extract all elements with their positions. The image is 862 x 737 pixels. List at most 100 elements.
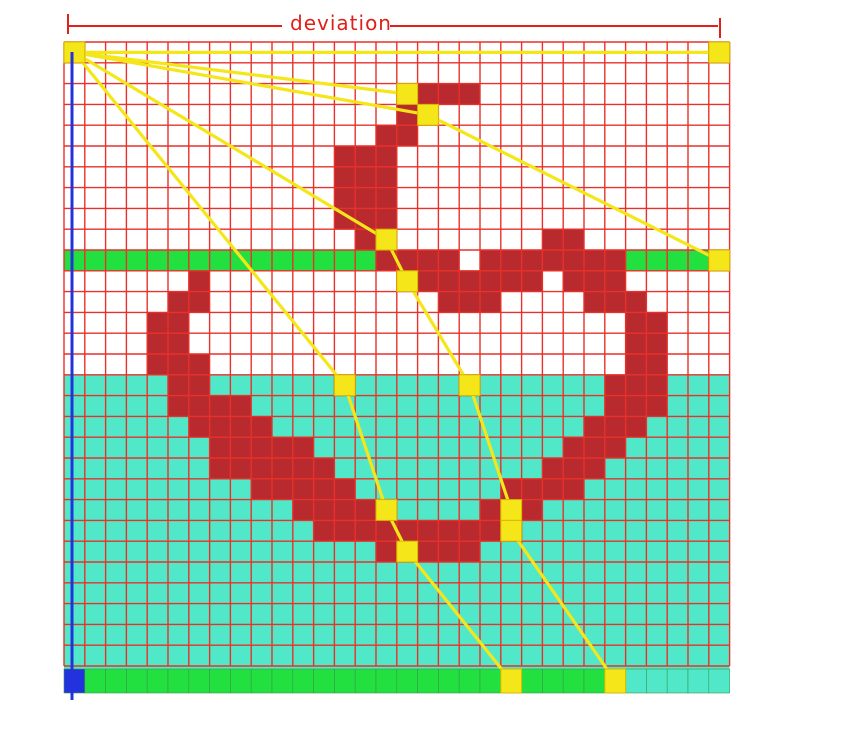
shape-cell [188, 395, 210, 417]
shape-cell [438, 83, 460, 105]
green-band-cell [688, 250, 709, 271]
shape-cell [188, 270, 210, 292]
shape-cell [147, 333, 168, 354]
shape-cell [230, 437, 252, 458]
shape-cell [480, 270, 501, 292]
shape-layer [147, 83, 668, 562]
shape-cell [168, 395, 189, 417]
shape-cell [376, 125, 397, 146]
shape-cell [604, 416, 626, 438]
shape-cell [313, 478, 335, 500]
green-band-cell [84, 250, 106, 271]
shape-cell [480, 520, 501, 542]
shape-cell [292, 478, 314, 500]
shape-cell [313, 520, 335, 542]
path-node [500, 499, 523, 521]
shape-cell [355, 499, 376, 521]
shape-cell [376, 166, 397, 188]
path-edge [468, 383, 513, 512]
shape-cell [480, 291, 501, 313]
shape-cell [376, 146, 397, 167]
shape-cell [646, 374, 668, 396]
bottom-bar-cell [646, 668, 668, 694]
green-band-cell [64, 250, 85, 271]
shape-cell [251, 437, 272, 458]
shape-cell [168, 291, 189, 313]
bottom-bar-cell [521, 668, 543, 694]
shape-cell [521, 250, 543, 271]
bottom-bar-cell [438, 668, 460, 694]
shape-cell [209, 395, 231, 417]
shape-cell [521, 499, 543, 521]
shape-cell [438, 520, 460, 542]
bottom-bar-cell [562, 668, 585, 694]
shape-cell [480, 499, 501, 521]
path-node [708, 41, 731, 64]
bottom-bar-cell [84, 668, 106, 694]
path-edge [72, 50, 409, 96]
green-band-cell [292, 250, 314, 271]
green-band-cell [646, 250, 668, 271]
shape-cell [584, 437, 605, 458]
shape-cell [188, 354, 210, 375]
shape-cell [438, 291, 460, 313]
shape-cell [334, 499, 356, 521]
shape-cell [376, 187, 397, 209]
bottom-bar-cell [458, 668, 481, 694]
path-node [396, 83, 419, 105]
path-edge [509, 529, 617, 683]
bottom-bar-cell [105, 668, 127, 694]
shape-cell [500, 250, 522, 271]
shape-cell [355, 146, 376, 167]
bottom-bar-layer [63, 668, 730, 694]
path-node [604, 668, 627, 694]
bottom-bar-cell [146, 668, 169, 694]
bottom-bar-cell [271, 668, 294, 694]
path-node [458, 374, 481, 397]
green-band-cell [313, 250, 335, 271]
bottom-bar-cell [167, 668, 190, 694]
shape-cell [563, 229, 584, 250]
shape-cell [355, 229, 376, 250]
shape-cell [188, 374, 210, 396]
shape-cell [168, 354, 189, 375]
shape-cell [625, 333, 647, 354]
shape-cell [313, 499, 335, 521]
bracket-line [67, 14, 721, 38]
shape-cell [292, 458, 314, 479]
shape-cell [272, 458, 293, 479]
path-layer [72, 50, 721, 683]
shape-cell [334, 478, 356, 500]
bottom-bar-cell [708, 668, 730, 694]
shape-cell [355, 166, 376, 188]
path-edge [405, 549, 513, 683]
path-node [708, 249, 731, 272]
shape-cell [417, 83, 439, 105]
path-node [500, 519, 523, 542]
shape-cell [376, 541, 397, 562]
bottom-bar-cell [354, 668, 377, 694]
corner-cell [63, 668, 86, 694]
shape-cell [459, 270, 480, 292]
bottom-bar-cell [542, 668, 564, 694]
shape-cell [376, 520, 397, 542]
shape-cell [334, 146, 356, 167]
path-edge [426, 113, 721, 262]
shape-cell [604, 250, 626, 271]
shape-cell [396, 520, 418, 542]
shape-cell [563, 458, 584, 479]
shape-cell [604, 395, 626, 417]
green-band-cell [209, 250, 231, 271]
green-band-cell [105, 250, 127, 271]
shape-cell [396, 104, 418, 126]
shape-cell [584, 270, 605, 292]
shape-cell [168, 333, 189, 354]
path-node [63, 41, 86, 64]
shape-cell [563, 437, 584, 458]
deviation-annotation: deviation [67, 11, 721, 38]
shape-cell [584, 250, 605, 271]
green-band-cell [188, 250, 210, 271]
shape-cell [625, 395, 647, 417]
bottom-bar-cell [687, 668, 710, 694]
shape-cell [272, 437, 293, 458]
